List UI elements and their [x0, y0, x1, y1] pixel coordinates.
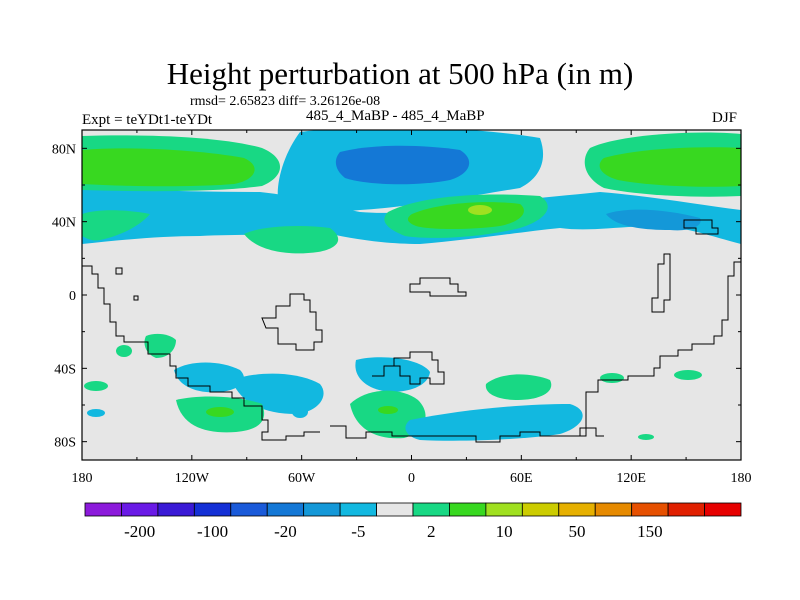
south-indian-positive — [485, 374, 552, 400]
colorbar-label: -200 — [124, 522, 155, 541]
coast-antarctic — [330, 425, 604, 443]
pacific-midlat-positive — [82, 210, 150, 241]
y-tick-label: 80S — [54, 436, 76, 451]
eurasia-max-fill — [468, 205, 492, 215]
south-indian-positive-east — [600, 373, 624, 383]
colorbar-label: 50 — [569, 522, 586, 541]
colorbar-swatch — [157, 502, 195, 517]
colorbar-swatch — [303, 502, 341, 517]
coast-island-2 — [133, 295, 139, 301]
x-tick-label: 120W — [175, 471, 210, 486]
colorbar-label: 10 — [496, 522, 513, 541]
y-axis-ticks: 80N 40N 0 40S 80S — [52, 142, 741, 451]
south-pacific-positive-dot — [116, 345, 132, 357]
colorbar-swatch — [704, 502, 742, 517]
contour-fills — [82, 130, 741, 441]
colorbar-swatch — [449, 502, 487, 517]
x-tick-label: 0 — [408, 471, 415, 486]
right-label: DJF — [712, 110, 738, 126]
y-tick-label: 40N — [52, 216, 76, 231]
south-pacific-positive-west — [84, 381, 108, 391]
coast-asia-north — [683, 219, 719, 235]
colorbar-swatch — [667, 502, 705, 517]
colorbar-label: 150 — [637, 522, 663, 541]
left-label: Expt = teYDt1-teYDt — [82, 112, 213, 128]
colorbar-label: -100 — [197, 522, 228, 541]
south-pacific-positive-small — [144, 333, 176, 358]
center-label: 485_4_MaBP - 485_4_MaBP — [306, 108, 485, 124]
south-atlantic-positive-inner — [378, 406, 398, 414]
coast-africa-north — [409, 277, 467, 297]
x-axis-ticks: 180 120W 60W 0 60E 120E 180 — [72, 130, 752, 486]
y-tick-label: 80N — [52, 142, 76, 157]
arctic-asia-positive-inner — [599, 147, 741, 187]
colorbar-label: -20 — [274, 522, 297, 541]
coast-americas — [82, 265, 320, 441]
y-tick-label: 0 — [69, 289, 76, 304]
coast-eurasia-east — [580, 261, 741, 437]
x-tick-label: 180 — [731, 471, 752, 486]
coastlines — [82, 219, 741, 443]
chart-subtitle: rmsd= 2.65823 diff= 3.26126e-08 — [190, 94, 381, 109]
colorbar-swatch — [376, 502, 414, 517]
coast-greenland-like — [261, 293, 323, 351]
colorbar-swatch — [631, 502, 669, 517]
coast-island-east — [651, 253, 671, 313]
asia-negative-core — [606, 209, 701, 231]
colorbar: -200 -100 -20 -5 2 10 50 150 — [84, 502, 742, 541]
chart-title: Height perturbation at 500 hPa (in m) — [166, 56, 634, 91]
colorbar-swatch — [84, 502, 122, 517]
colorbar-swatch — [121, 502, 159, 517]
colorbar-swatch — [339, 502, 377, 517]
colorbar-label: 2 — [427, 522, 436, 541]
south-atlantic-negative — [355, 357, 430, 392]
x-tick-label: 180 — [72, 471, 93, 486]
arctic-pacific-positive-inner — [82, 148, 255, 187]
coast-africa-south — [372, 351, 445, 385]
south-pacific-negative-1 — [174, 362, 244, 393]
colorbar-label: -5 — [351, 522, 365, 541]
atlantic-positive — [244, 226, 339, 254]
south-pacific-positive-east — [674, 370, 702, 380]
colorbar-swatch — [193, 502, 232, 517]
y-tick-label: 40S — [54, 362, 76, 377]
south-atlantic-negative-dot — [292, 406, 308, 418]
x-tick-label: 60E — [510, 471, 533, 486]
south-pacific-positive-inner — [206, 407, 234, 417]
colorbar-swatch — [485, 502, 523, 517]
coast-island-1 — [115, 267, 123, 275]
colorbar-swatch — [230, 502, 268, 517]
colorbar-swatch — [266, 502, 305, 517]
colorbar-swatch — [594, 502, 633, 517]
colorbar-swatch — [521, 502, 560, 517]
south-pacific-positive-dot-east — [638, 434, 654, 440]
south-pacific-negative-west — [87, 409, 105, 417]
eurasia-positive-inner — [407, 202, 524, 229]
colorbar-swatch — [558, 502, 596, 517]
arctic-negative-core — [335, 145, 470, 185]
x-tick-label: 120E — [616, 471, 646, 486]
x-tick-label: 60W — [288, 471, 316, 486]
colorbar-swatch — [412, 502, 450, 517]
